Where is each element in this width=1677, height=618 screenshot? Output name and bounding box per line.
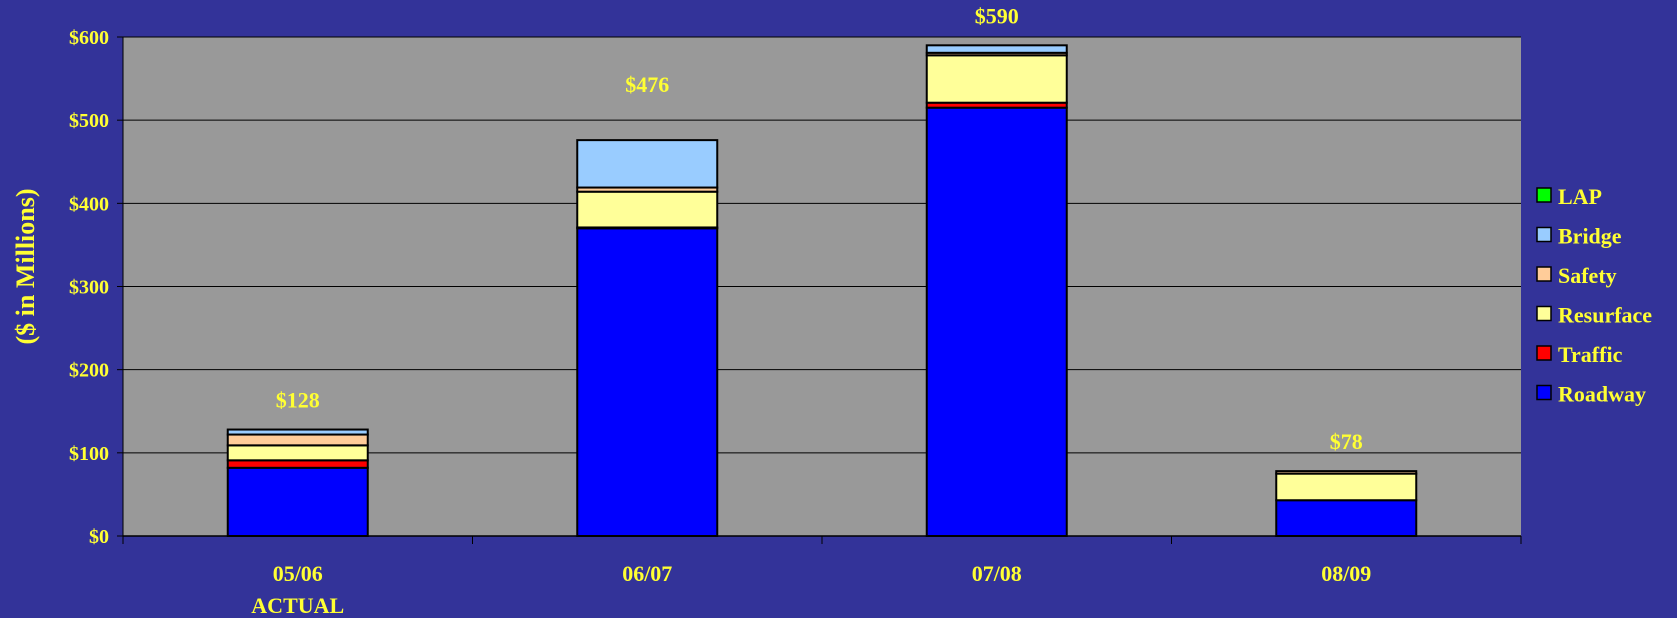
y-tick-label: $200 <box>69 360 109 382</box>
legend-item-resurface: Resurface <box>1536 303 1652 328</box>
legend-swatch <box>1536 384 1552 401</box>
legend-item-lap: LAP <box>1536 184 1602 209</box>
y-tick-label: $400 <box>69 193 109 215</box>
legend-swatch <box>1536 226 1552 243</box>
legend-label: Safety <box>1558 263 1617 288</box>
total-labels: $128 $476 $590 $78 <box>276 3 1363 454</box>
bar-segment-resurface <box>1275 472 1418 502</box>
x-category-label: 05/06 <box>273 561 323 586</box>
bar-segment-roadway <box>576 227 719 538</box>
bar-segment-bridge <box>576 139 719 189</box>
bar-segment-bridge <box>925 44 1068 54</box>
bars <box>226 44 1418 538</box>
legend-item-roadway: Roadway <box>1536 382 1646 407</box>
bar-segment-roadway <box>226 466 369 538</box>
bar-segment-resurface <box>226 444 369 462</box>
total-label: $476 <box>625 72 669 97</box>
y-tick-label: $100 <box>69 443 109 465</box>
total-label: $128 <box>276 388 320 413</box>
bar-stack-06-07 <box>576 139 719 538</box>
bar-segment-roadway <box>1275 499 1418 538</box>
legend-swatch <box>1536 345 1552 361</box>
legend-swatch <box>1536 266 1552 282</box>
axes <box>122 37 1522 544</box>
legend-label: LAP <box>1558 184 1602 209</box>
bar-stack-05-06 <box>226 428 369 538</box>
bar-segment-resurface <box>576 190 719 229</box>
legend-swatch <box>1536 305 1552 322</box>
bar-segment-roadway <box>925 106 1068 537</box>
bar-segment-resurface <box>925 54 1068 104</box>
legend-swatch <box>1536 187 1552 203</box>
y-axis-title: ($ in Millions) <box>11 188 40 344</box>
x-category-labels: 05/06 ACTUAL 06/07 07/08 08/09 <box>251 561 1371 618</box>
legend-item-bridge: Bridge <box>1536 224 1622 249</box>
bar-segment-bridge <box>226 428 369 436</box>
legend-label: Roadway <box>1558 382 1646 407</box>
y-tick-label: $600 <box>69 27 109 49</box>
legend-item-traffic: Traffic <box>1536 342 1623 367</box>
legend-label: Traffic <box>1558 342 1623 367</box>
legend: LAP Bridge Safety Resurface Traffic Roadway <box>1536 184 1652 407</box>
bar-segment-safety <box>226 433 369 447</box>
legend-label: Resurface <box>1558 303 1652 328</box>
y-tick-label: $500 <box>69 110 109 132</box>
bar-stack-08-09 <box>1275 470 1418 538</box>
total-label: $590 <box>975 3 1019 28</box>
bar-segment-safety <box>1275 470 1418 475</box>
y-tick-labels: $0 $100 $200 $300 $400 $500 $600 <box>69 27 109 548</box>
y-tick-label: $0 <box>89 526 109 548</box>
y-tick-label: $300 <box>69 277 109 299</box>
x-category-sublabel: ACTUAL <box>251 593 344 618</box>
bar-segment-traffic <box>226 459 369 469</box>
legend-item-safety: Safety <box>1536 263 1617 288</box>
x-category-label: 08/09 <box>1321 561 1371 586</box>
x-category-label: 07/08 <box>972 561 1022 586</box>
total-label: $78 <box>1330 429 1363 454</box>
bar-stack-07-08 <box>925 44 1068 537</box>
legend-label: Bridge <box>1558 224 1622 249</box>
x-category-label: 06/07 <box>622 561 672 586</box>
